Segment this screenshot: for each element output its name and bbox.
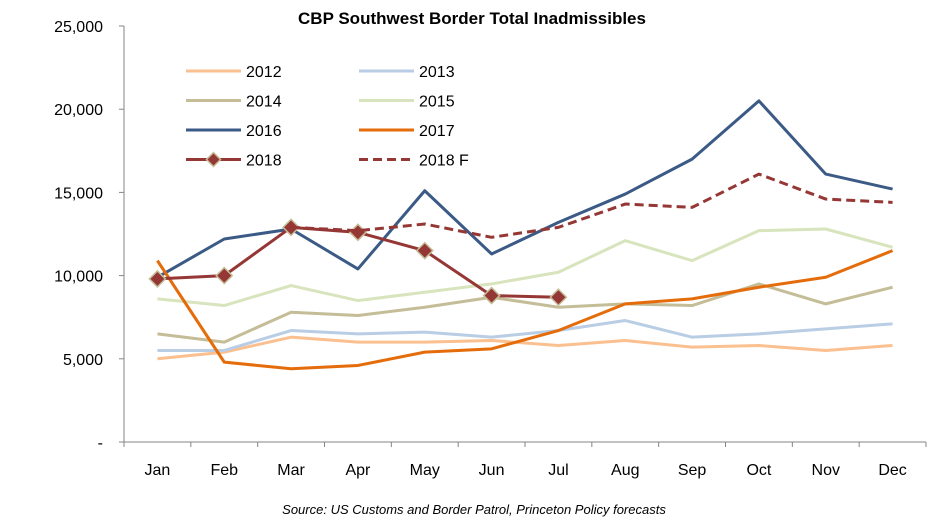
legend-item: 2017: [359, 123, 455, 140]
series-line: [156, 249, 894, 371]
x-tick-label: Mar: [277, 462, 305, 479]
y-axis: - 5,000 10,000 15,000 20,000 25,000: [54, 19, 125, 452]
x-tick-label: Dec: [878, 462, 906, 479]
data-point-marker: [282, 218, 301, 237]
y-tick-label: 20,000: [54, 102, 103, 119]
y-tick-label: 25,000: [54, 19, 103, 36]
y-tick-label: 10,000: [54, 269, 103, 286]
x-tick-label: Sep: [678, 462, 707, 479]
x-tick-label: May: [410, 462, 440, 479]
data-point-marker: [215, 266, 234, 285]
x-tick-label: Oct: [746, 462, 771, 479]
y-tick-label: 15,000: [54, 185, 103, 202]
legend-item: 2012: [186, 64, 282, 81]
legend-item: 2014: [186, 94, 282, 111]
source-note: Source: US Customs and Border Patrol, Pr…: [282, 502, 666, 517]
series-2015: [157, 227, 893, 308]
legend-item: 2018 F: [359, 153, 469, 170]
series-2016: [156, 99, 893, 279]
x-tick-label: Aug: [611, 462, 639, 479]
series-2018-f: [291, 172, 893, 239]
series-line: [157, 227, 893, 308]
x-tick-label: Feb: [210, 462, 238, 479]
data-point-marker: [549, 288, 568, 307]
y-tick-label: 5,000: [63, 352, 103, 369]
legend-label: 2012: [246, 64, 282, 81]
series-2013: [157, 319, 893, 352]
series-line: [156, 99, 893, 279]
series-2014: [157, 282, 893, 344]
x-tick-label: Jan: [145, 462, 171, 479]
data-point-marker: [482, 286, 501, 305]
legend-label: 2015: [419, 94, 455, 111]
data-point-marker: [205, 151, 222, 168]
series-2018: [148, 218, 568, 307]
x-tick-label: Nov: [812, 462, 840, 479]
series-line: [291, 172, 893, 239]
data-point-marker: [415, 241, 434, 260]
series-line: [157, 319, 893, 352]
series-2012: [157, 335, 893, 361]
series-line: [157, 282, 893, 344]
legend-item: 2015: [359, 94, 455, 111]
series-lines: [148, 99, 894, 371]
x-tick-label: Apr: [345, 462, 371, 479]
legend-item: 2018: [186, 151, 282, 170]
legend-label: 2013: [419, 64, 455, 81]
legend-label: 2018 F: [419, 153, 469, 170]
legend-label: 2018: [246, 153, 282, 170]
data-point-marker: [348, 223, 367, 242]
legend-label: 2014: [246, 94, 282, 111]
x-tick-label: Jun: [479, 462, 505, 479]
series-2017: [156, 249, 894, 371]
y-tick-label: -: [98, 435, 103, 452]
legend: 2012 2013 2014 2015 2016 2017 2018 2018 F: [186, 64, 469, 170]
x-axis: Jan Feb Mar Apr May Jun Jul Aug Sep Oct Nov Dec: [123, 441, 927, 479]
chart-title: CBP Southwest Border Total Inadmissibles: [298, 9, 646, 28]
series-line: [157, 335, 893, 361]
legend-label: 2017: [419, 123, 455, 140]
data-point-marker: [148, 269, 167, 288]
legend-item: 2013: [359, 64, 455, 81]
x-tick-label: Jul: [548, 462, 568, 479]
legend-item: 2016: [186, 123, 282, 140]
legend-label: 2016: [246, 123, 282, 140]
